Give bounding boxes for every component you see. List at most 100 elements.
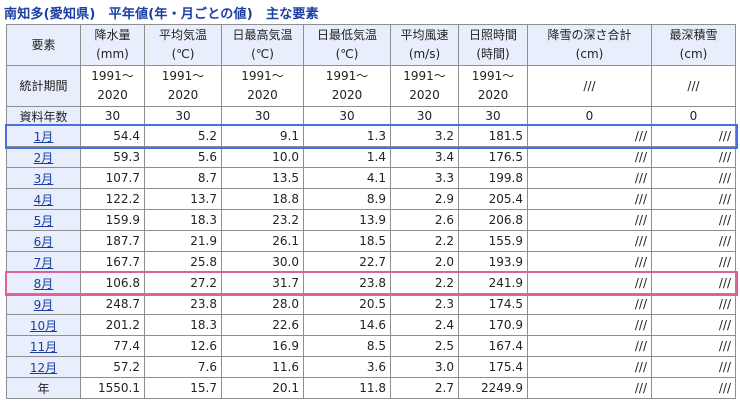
row-label: 12月 (6, 356, 81, 378)
month-link[interactable]: 10月 (29, 318, 58, 333)
month-link[interactable]: 4月 (33, 192, 54, 207)
row-label: 3月 (6, 167, 81, 189)
header-sunshine: 日照時間 (時間) (458, 24, 528, 66)
table-cell: 23.8 (303, 272, 391, 294)
table-cell: 54.4 (80, 125, 145, 147)
table-cell: 13.7 (144, 188, 222, 210)
header-element: 要素 (6, 24, 81, 66)
table-cell: 122.2 (80, 188, 145, 210)
table-cell: /// (651, 65, 736, 107)
table-cell: 193.9 (458, 251, 528, 273)
data-years-row: 資料年数 30 30 30 30 30 30 0 0 (6, 106, 736, 126)
table-cell: 30 (303, 106, 391, 126)
month-link[interactable]: 11月 (29, 339, 58, 354)
table-cell: 8.9 (303, 188, 391, 210)
table-cell: 1991～ 2020 (144, 65, 222, 107)
month-link[interactable]: 2月 (33, 150, 54, 165)
table-cell: 2.6 (390, 209, 459, 231)
header-precipitation: 降水量 (mm) (80, 24, 145, 66)
table-cell: 18.5 (303, 230, 391, 252)
table-cell: /// (527, 125, 652, 147)
table-cell: /// (527, 377, 652, 399)
table-cell: 16.9 (221, 335, 304, 357)
table-cell: 2.4 (390, 314, 459, 336)
table-cell: /// (527, 167, 652, 189)
table-cell: 23.8 (144, 293, 222, 315)
row-label: 11月 (6, 335, 81, 357)
table-cell: 170.9 (458, 314, 528, 336)
month-link[interactable]: 7月 (33, 255, 54, 270)
table-cell: 155.9 (458, 230, 528, 252)
row-label: 6月 (6, 230, 81, 252)
table-cell: 30 (390, 106, 459, 126)
table-cell: 2.5 (390, 335, 459, 357)
month-link[interactable]: 1月 (33, 129, 54, 144)
month-link[interactable]: 3月 (33, 171, 54, 186)
table-cell: 2.2 (390, 230, 459, 252)
table-cell: 241.9 (458, 272, 528, 294)
table-cell: 206.8 (458, 209, 528, 231)
table-cell: 2.7 (390, 377, 459, 399)
table-cell: /// (651, 125, 736, 147)
header-wind-speed: 平均風速 (m/s) (390, 24, 459, 66)
table-cell: 20.5 (303, 293, 391, 315)
table-cell: 25.8 (144, 251, 222, 273)
table-cell: 1991～ 2020 (458, 65, 528, 107)
table-cell: /// (651, 167, 736, 189)
table-cell: /// (651, 356, 736, 378)
table-cell: 15.7 (144, 377, 222, 399)
month-row: 12月 57.2 7.6 11.6 3.6 3.0 175.4////// (6, 356, 736, 378)
table-cell: 1991～ 2020 (303, 65, 391, 107)
table-cell: 1991～ 2020 (221, 65, 304, 107)
statistics-period-row: 統計期間 1991～ 2020 1991～ 2020 1991～ 2020 1991～… (6, 65, 736, 107)
table-cell: /// (527, 230, 652, 252)
month-row: 5月 159.9 18.3 23.2 13.9 2.6 206.8////// (6, 209, 736, 231)
table-cell: 3.4 (390, 146, 459, 168)
table-cell: /// (651, 377, 736, 399)
table-cell: /// (527, 188, 652, 210)
month-row: 9月 248.7 23.8 28.0 20.5 2.3 174.5////// (6, 293, 736, 315)
month-link[interactable]: 9月 (33, 297, 54, 312)
row-label: 統計期間 (6, 65, 81, 107)
table-cell: 18.3 (144, 209, 222, 231)
month-row: 11月 77.4 12.6 16.9 8.5 2.5 167.4////// (6, 335, 736, 357)
month-link[interactable]: 12月 (29, 360, 58, 375)
month-link[interactable]: 8月 (33, 276, 54, 291)
table-cell: 77.4 (80, 335, 145, 357)
table-cell: 167.7 (80, 251, 145, 273)
header-max-temp: 日最高気温 (℃) (221, 24, 304, 66)
table-cell: 205.4 (458, 188, 528, 210)
table-cell: 7.6 (144, 356, 222, 378)
month-row: 1月 54.4 5.2 9.1 1.3 3.2 181.5////// (6, 125, 736, 147)
header-row: 要素 降水量 (mm) 平均気温 (℃) 日最高気温 (℃) 日最低気温 (℃) 平均風… (6, 24, 736, 66)
table-cell: /// (527, 356, 652, 378)
row-label: 5月 (6, 209, 81, 231)
row-label: 年 (6, 377, 81, 399)
header-mean-temp: 平均気温 (℃) (144, 24, 222, 66)
table-cell: 2.9 (390, 188, 459, 210)
table-cell: /// (651, 146, 736, 168)
table-cell: 2.0 (390, 251, 459, 273)
table-cell: 22.6 (221, 314, 304, 336)
table-cell: 167.4 (458, 335, 528, 357)
row-label: 資料年数 (6, 106, 81, 126)
table-cell: 11.6 (221, 356, 304, 378)
month-link[interactable]: 6月 (33, 234, 54, 249)
month-row: 6月 187.7 21.9 26.1 18.5 2.2 155.9////// (6, 230, 736, 252)
row-label: 7月 (6, 251, 81, 273)
table-cell: 159.9 (80, 209, 145, 231)
table-cell: 13.9 (303, 209, 391, 231)
table-cell: 176.5 (458, 146, 528, 168)
table-cell: 12.6 (144, 335, 222, 357)
table-cell: 10.0 (221, 146, 304, 168)
table-cell: 2249.9 (458, 377, 528, 399)
row-label: 4月 (6, 188, 81, 210)
table-cell: 26.1 (221, 230, 304, 252)
table-cell: 28.0 (221, 293, 304, 315)
table-cell: /// (651, 230, 736, 252)
month-link[interactable]: 5月 (33, 213, 54, 228)
table-cell: /// (651, 209, 736, 231)
table-cell: 13.5 (221, 167, 304, 189)
table-cell: /// (651, 251, 736, 273)
table-cell: 31.7 (221, 272, 304, 294)
